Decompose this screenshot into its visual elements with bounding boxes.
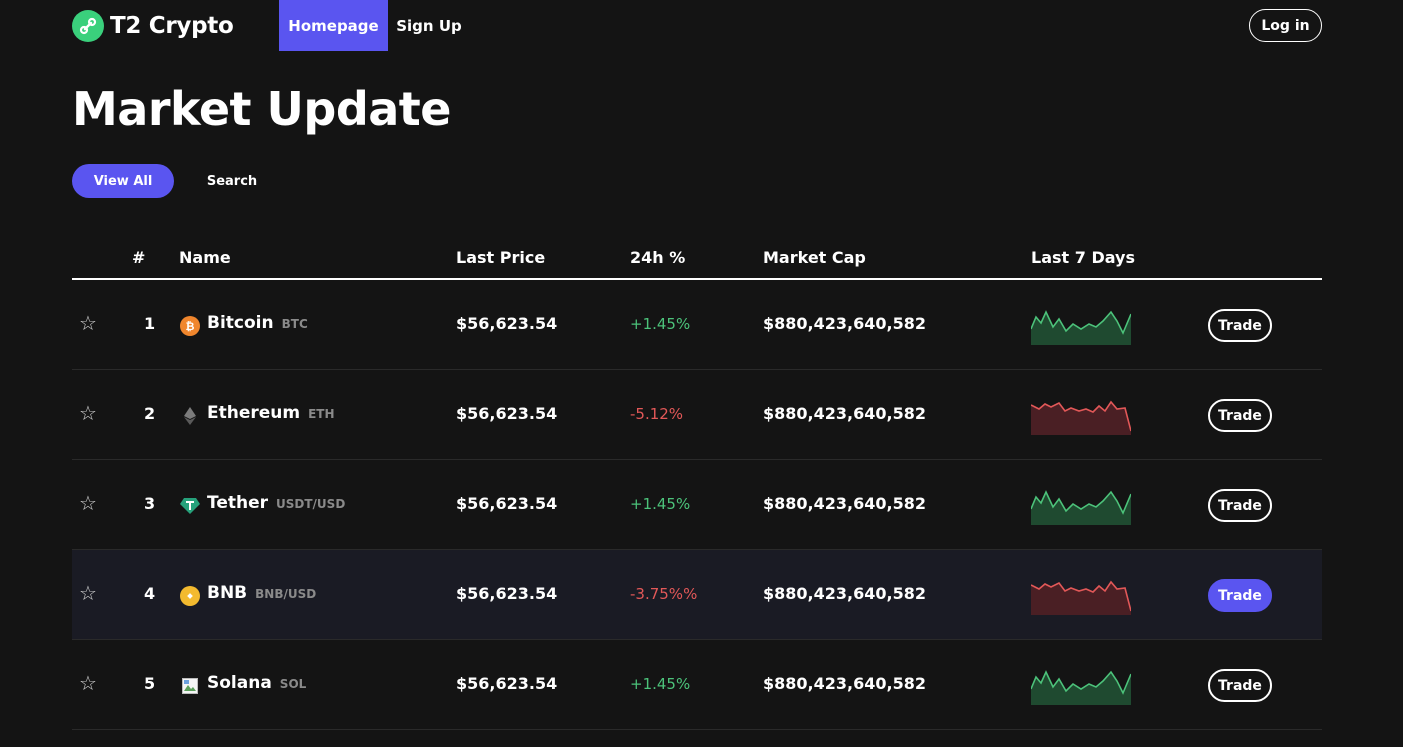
header-rank: # (132, 248, 146, 267)
coin-symbol: SOL (279, 677, 307, 691)
last-price: $56,623.54 (456, 314, 558, 333)
coin-name: BNB BNB/USD (207, 583, 317, 603)
row-rank: 3 (144, 494, 156, 513)
coin-symbol: ETH (308, 407, 335, 421)
row-rank: 1 (144, 314, 156, 333)
view-all-button[interactable]: View All (72, 164, 174, 198)
sparkline-chart (1031, 490, 1131, 525)
change-24h: +1.45% (630, 675, 691, 693)
table-row[interactable]: ☆ 1 ₿ Bitcoin BTC $56,623.54 +1.45% $880,… (72, 280, 1322, 370)
star-icon[interactable]: ☆ (79, 401, 97, 425)
star-icon[interactable]: ☆ (79, 311, 97, 335)
last-price: $56,623.54 (456, 674, 558, 693)
coin-name: Ethereum ETH (207, 403, 335, 423)
trade-button[interactable]: Trade (1208, 309, 1272, 342)
trade-button[interactable]: Trade (1208, 399, 1272, 432)
header-24h-change: 24h % (630, 248, 686, 267)
change-24h: +1.45% (630, 495, 691, 513)
header-last-price: Last Price (456, 248, 546, 267)
tether-icon (180, 496, 200, 516)
market-cap: $880,423,640,582 (763, 314, 926, 333)
coin-name: Bitcoin BTC (207, 313, 308, 333)
market-cap: $880,423,640,582 (763, 584, 926, 603)
trade-button[interactable]: Trade (1208, 489, 1272, 522)
nav-homepage[interactable]: Homepage (279, 0, 388, 51)
sparkline-chart (1031, 580, 1131, 615)
brand-name: T2 Crypto (110, 13, 234, 39)
change-24h: +1.45% (630, 315, 691, 333)
market-cap: $880,423,640,582 (763, 404, 926, 423)
row-rank: 2 (144, 404, 156, 423)
change-24h: -3.75%% (630, 585, 698, 603)
market-table: # Name Last Price 24h % Market Cap Last … (72, 236, 1322, 730)
nav-sign-up[interactable]: Sign Up (396, 16, 462, 35)
table-row[interactable]: ☆ 5 Solana SOL $56,623.54 +1.45% $880,423… (72, 640, 1322, 730)
coin-symbol: BTC (281, 317, 308, 331)
star-icon[interactable]: ☆ (79, 671, 97, 695)
bitcoin-icon: ₿ (180, 316, 200, 336)
change-24h: -5.12% (630, 405, 684, 423)
table-row[interactable]: ☆ 3 Tether USDT/USD $56,623.54 +1.45% $88… (72, 460, 1322, 550)
brand-logo[interactable]: T2 Crypto (72, 10, 234, 42)
link-chain-icon (72, 10, 104, 42)
header-market-cap: Market Cap (763, 248, 866, 267)
row-rank: 4 (144, 584, 156, 603)
trade-button[interactable]: Trade (1208, 579, 1272, 612)
last-price: $56,623.54 (456, 404, 558, 423)
page-title: Market Update (72, 82, 452, 136)
sparkline-chart (1031, 670, 1131, 705)
svg-text:₿: ₿ (186, 320, 195, 332)
last-price: $56,623.54 (456, 584, 558, 603)
coin-name: Solana SOL (207, 673, 307, 693)
market-cap: $880,423,640,582 (763, 674, 926, 693)
last-price: $56,623.54 (456, 494, 558, 513)
coin-name: Tether USDT/USD (207, 493, 346, 513)
market-cap: $880,423,640,582 (763, 494, 926, 513)
coin-symbol: BNB/USD (255, 587, 317, 601)
trade-button[interactable]: Trade (1208, 669, 1272, 702)
table-row[interactable]: ☆ 4 BNB BNB/USD $56,623.54 -3.75%% $880,4… (72, 550, 1322, 640)
star-icon[interactable]: ☆ (79, 581, 97, 605)
search-tab[interactable]: Search (206, 173, 258, 189)
header-name: Name (179, 248, 231, 267)
header-last-7-days: Last 7 Days (1031, 248, 1135, 267)
table-header: # Name Last Price 24h % Market Cap Last … (72, 236, 1322, 280)
sparkline-chart (1031, 310, 1131, 345)
coin-symbol: USDT/USD (276, 497, 346, 511)
solana-icon (180, 676, 200, 696)
sparkline-chart (1031, 400, 1131, 435)
table-row[interactable]: ☆ 2 Ethereum ETH $56,623.54 -5.12% $880,4… (72, 370, 1322, 460)
top-nav: T2 Crypto Homepage Sign Up Log in (0, 0, 1403, 51)
row-rank: 5 (144, 674, 156, 693)
ethereum-icon (180, 406, 200, 426)
login-button[interactable]: Log in (1249, 9, 1322, 42)
star-icon[interactable]: ☆ (79, 491, 97, 515)
bnb-icon (180, 586, 200, 606)
